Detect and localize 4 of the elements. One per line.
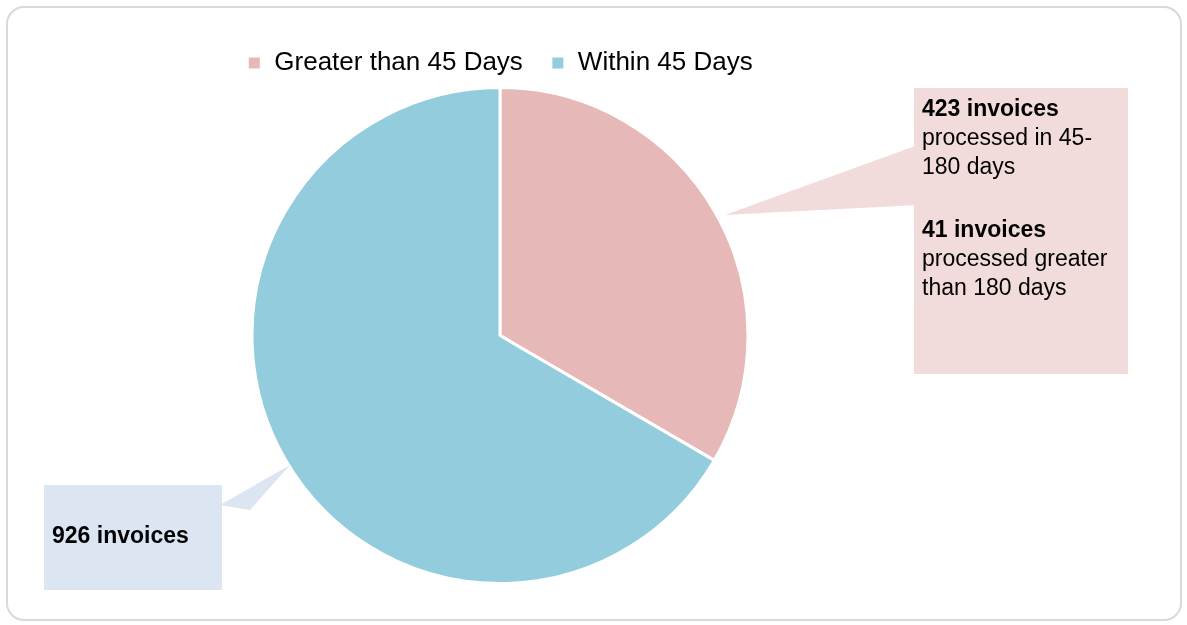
callout-box: 423 invoices processed in 45-180 days 41 invoices processed greater than 180 days [914,88,1128,374]
callout-box: 926 invoices [44,485,222,590]
legend-label: Greater than 45 Days [274,46,523,77]
legend-label: Within 45 Days [577,46,753,77]
